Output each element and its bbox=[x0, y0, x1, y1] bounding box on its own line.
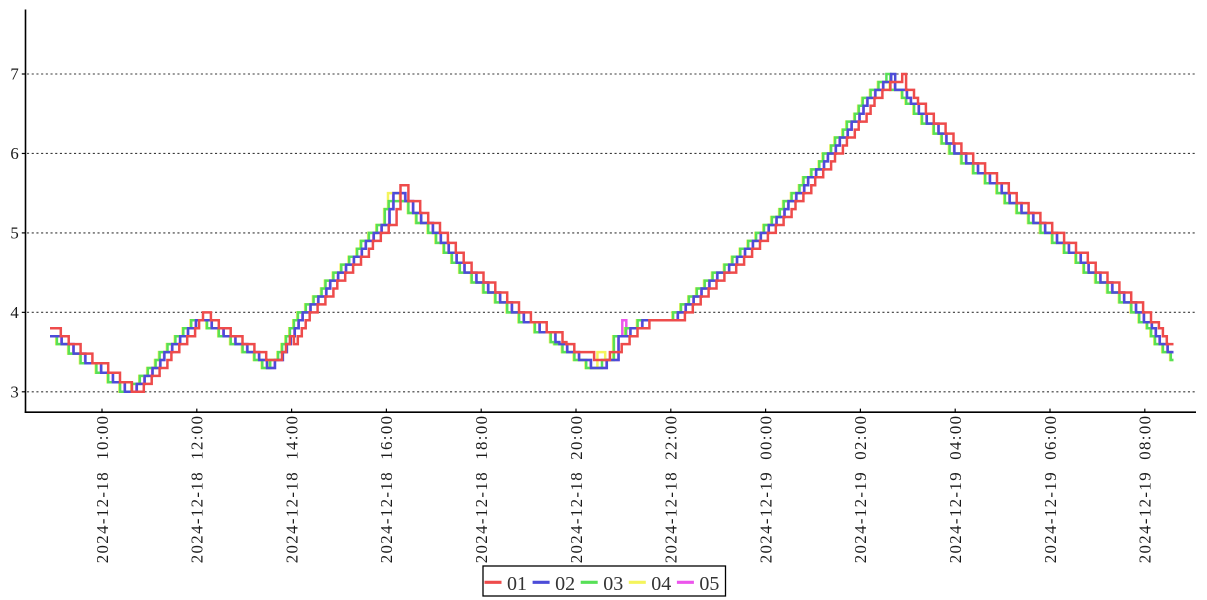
svg-text:02: 02 bbox=[555, 573, 575, 595]
svg-text:2024-12-19 08:00: 2024-12-19 08:00 bbox=[1136, 415, 1155, 564]
svg-text:7: 7 bbox=[10, 65, 18, 84]
svg-text:01: 01 bbox=[507, 573, 527, 595]
svg-text:2024-12-18 16:00: 2024-12-18 16:00 bbox=[377, 415, 396, 564]
svg-text:2024-12-18 22:00: 2024-12-18 22:00 bbox=[662, 415, 681, 564]
svg-text:2024-12-18 10:00: 2024-12-18 10:00 bbox=[93, 415, 112, 564]
svg-text:5: 5 bbox=[10, 224, 18, 243]
svg-text:05: 05 bbox=[699, 573, 719, 595]
svg-text:03: 03 bbox=[603, 573, 623, 595]
svg-text:2024-12-18 14:00: 2024-12-18 14:00 bbox=[282, 415, 301, 564]
svg-text:6: 6 bbox=[10, 144, 18, 163]
svg-text:2024-12-18 20:00: 2024-12-18 20:00 bbox=[567, 415, 586, 564]
svg-text:2024-12-18 12:00: 2024-12-18 12:00 bbox=[188, 415, 207, 564]
svg-text:3: 3 bbox=[10, 382, 18, 401]
svg-text:2024-12-18 18:00: 2024-12-18 18:00 bbox=[472, 415, 491, 564]
svg-text:2024-12-19 06:00: 2024-12-19 06:00 bbox=[1041, 415, 1060, 564]
svg-text:2024-12-19 02:00: 2024-12-19 02:00 bbox=[851, 415, 870, 564]
svg-text:2024-12-19 04:00: 2024-12-19 04:00 bbox=[946, 415, 965, 564]
svg-text:2024-12-19 00:00: 2024-12-19 00:00 bbox=[756, 415, 775, 564]
svg-text:4: 4 bbox=[10, 303, 19, 322]
svg-text:04: 04 bbox=[651, 573, 671, 595]
